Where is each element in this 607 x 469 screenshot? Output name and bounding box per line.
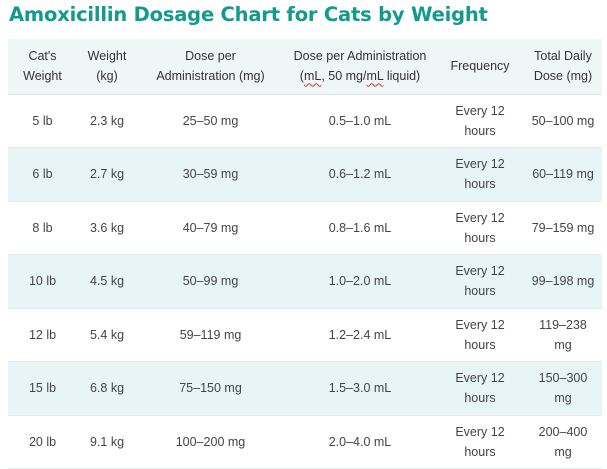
cell-total-line: 119–238 xyxy=(539,317,587,332)
cell-dose-ml: 1.5–3.0 mL xyxy=(284,361,436,416)
cell-dose-ml: 0.8–1.6 mL xyxy=(284,201,436,255)
header-dose-mg-line2: Administration (mg) xyxy=(156,69,265,84)
cell-dose-mg: 100–200 mg xyxy=(137,415,284,469)
cell-total-line: mg xyxy=(554,444,572,459)
cell-dose-mg: 25–50 mg xyxy=(137,94,284,148)
cell-frequency-line: Every 12 xyxy=(455,157,505,172)
header-total-line2: Dose (mg) xyxy=(533,69,593,84)
cell-weight-kg: 4.5 kg xyxy=(77,254,137,309)
cell-total: 99–198 mg xyxy=(524,254,602,309)
cell-dose-mg: 75–150 mg xyxy=(137,361,284,416)
cell-frequency: Every 12 hours xyxy=(436,201,524,255)
cell-total: 200–400 mg xyxy=(524,415,602,469)
cell-weight-kg: 3.6 kg xyxy=(77,201,137,255)
cell-dose-ml: 0.5–1.0 mL xyxy=(284,94,436,148)
cell-total: 150–300 mg xyxy=(524,361,602,416)
cell-dose-mg: 30–59 mg xyxy=(137,147,284,202)
header-weight-kg-line2: (kg) xyxy=(96,69,118,84)
table-row: 10 lb 4.5 kg 50–99 mg 1.0–2.0 mL Every 12 hou… xyxy=(8,254,602,309)
header-weight-lb-line1: Cat's xyxy=(28,49,57,64)
header-dose-mg: Dose per Administration (mg) xyxy=(137,39,284,95)
dosage-table: Cat's Weight Weight (kg) Dose per Admini… xyxy=(8,39,602,469)
cell-weight-lb: 15 lb xyxy=(8,361,77,416)
header-dose-ml: Dose per Administration (mL, 50 mg/mL li… xyxy=(284,39,436,95)
page-title: Amoxicillin Dosage Chart for Cats by Wei… xyxy=(9,3,488,26)
table-row: 15 lb 6.8 kg 75–150 mg 1.5–3.0 mL Every 12 ho… xyxy=(8,361,602,416)
cell-frequency: Every 12 hours xyxy=(436,254,524,309)
cell-weight-lb: 8 lb xyxy=(8,201,77,255)
cell-total-line: 50–100 mg xyxy=(531,113,595,128)
cell-frequency-line: Every 12 xyxy=(455,371,505,386)
header-total-line1: Total Daily xyxy=(534,49,592,64)
header-dose-ml-line2: (mL, 50 mg/mL liquid) xyxy=(300,69,420,83)
cell-frequency-line: Every 12 xyxy=(455,424,505,439)
table-row: 20 lb 9.1 kg 100–200 mg 2.0–4.0 mL Every 12 h… xyxy=(8,415,602,469)
cell-frequency-line: hours xyxy=(464,230,496,245)
cell-weight-kg: 5.4 kg xyxy=(77,308,137,362)
cell-total-line: mg xyxy=(554,391,572,406)
table-body: 5 lb 2.3 kg 25–50 mg 0.5–1.0 mL Every 12 hour… xyxy=(8,94,602,469)
cell-weight-kg: 2.7 kg xyxy=(77,147,137,202)
header-weight-lb: Cat's Weight xyxy=(8,39,77,95)
cell-weight-lb: 20 lb xyxy=(8,415,77,469)
header-weight-lb-line2: Weight xyxy=(23,69,62,84)
cell-weight-kg: 2.3 kg xyxy=(77,94,137,148)
header-dose-ml-line1: Dose per Administration xyxy=(293,49,427,64)
header-frequency: Frequency xyxy=(436,39,524,95)
cell-frequency: Every 12 hours xyxy=(436,415,524,469)
cell-frequency-line: hours xyxy=(464,123,496,138)
cell-frequency-line: hours xyxy=(464,391,496,406)
cell-weight-kg: 9.1 kg xyxy=(77,415,137,469)
cell-total: 119–238 mg xyxy=(524,308,602,362)
header-weight-kg-line1: Weight xyxy=(87,49,127,64)
cell-total-line: mg xyxy=(554,337,572,352)
table-row: 6 lb 2.7 kg 30–59 mg 0.6–1.2 mL Every 12 hour… xyxy=(8,147,602,202)
cell-total: 79–159 mg xyxy=(524,201,602,255)
table-row: 12 lb 5.4 kg 59–119 mg 1.2–2.4 mL Every 12 ho… xyxy=(8,308,602,362)
cell-weight-kg: 6.8 kg xyxy=(77,361,137,416)
cell-dose-ml: 0.6–1.2 mL xyxy=(284,147,436,202)
table-row: 8 lb 3.6 kg 40–79 mg 0.8–1.6 mL Every 12 hour… xyxy=(8,201,602,255)
table-header-row: Cat's Weight Weight (kg) Dose per Admini… xyxy=(8,39,602,95)
cell-frequency-line: hours xyxy=(464,444,496,459)
cell-dose-ml: 2.0–4.0 mL xyxy=(284,415,436,469)
cell-dose-ml: 1.2–2.4 mL xyxy=(284,308,436,362)
header-dose-ml-pre: ( xyxy=(299,69,304,84)
cell-frequency-line: Every 12 xyxy=(455,103,505,118)
cell-frequency: Every 12 hours xyxy=(436,94,524,148)
cell-frequency: Every 12 hours xyxy=(436,308,524,362)
cell-frequency-line: hours xyxy=(464,177,496,192)
cell-total-line: 99–198 mg xyxy=(531,274,595,289)
cell-weight-lb: 5 lb xyxy=(8,94,77,148)
cell-total-line: 60–119 mg xyxy=(532,167,594,182)
cell-weight-lb: 10 lb xyxy=(8,254,77,309)
cell-weight-lb: 6 lb xyxy=(8,147,77,202)
cell-frequency-line: hours xyxy=(464,284,496,299)
cell-total-line: 200–400 xyxy=(538,424,588,439)
header-dose-ml-post: liquid) xyxy=(383,69,421,84)
cell-total-line: 150–300 xyxy=(538,371,588,386)
cell-total: 50–100 mg xyxy=(524,94,602,148)
header-dose-ml-mid: , 50 mg/ xyxy=(321,69,367,84)
cell-total-line: 79–159 mg xyxy=(531,220,595,235)
header-dose-mg-line1: Dose per xyxy=(185,49,236,64)
header-total: Total Daily Dose (mg) xyxy=(524,39,602,95)
cell-total: 60–119 mg xyxy=(524,147,602,202)
cell-dose-mg: 50–99 mg xyxy=(137,254,284,309)
table-row: 5 lb 2.3 kg 25–50 mg 0.5–1.0 mL Every 12 hour… xyxy=(8,94,602,148)
cell-dose-ml: 1.0–2.0 mL xyxy=(284,254,436,309)
header-dose-ml-unit-2: mL xyxy=(366,69,384,84)
header-weight-kg: Weight (kg) xyxy=(77,39,137,95)
cell-frequency-line: Every 12 xyxy=(455,210,505,225)
cell-frequency: Every 12 hours xyxy=(436,361,524,416)
cell-frequency: Every 12 hours xyxy=(436,147,524,202)
cell-frequency-line: hours xyxy=(464,337,496,352)
header-dose-ml-unit-1: mL xyxy=(303,69,322,84)
cell-dose-mg: 40–79 mg xyxy=(137,201,284,255)
cell-frequency-line: Every 12 xyxy=(455,317,505,332)
cell-dose-mg: 59–119 mg xyxy=(137,308,284,362)
cell-weight-lb: 12 lb xyxy=(8,308,77,362)
cell-frequency-line: Every 12 xyxy=(455,264,505,279)
